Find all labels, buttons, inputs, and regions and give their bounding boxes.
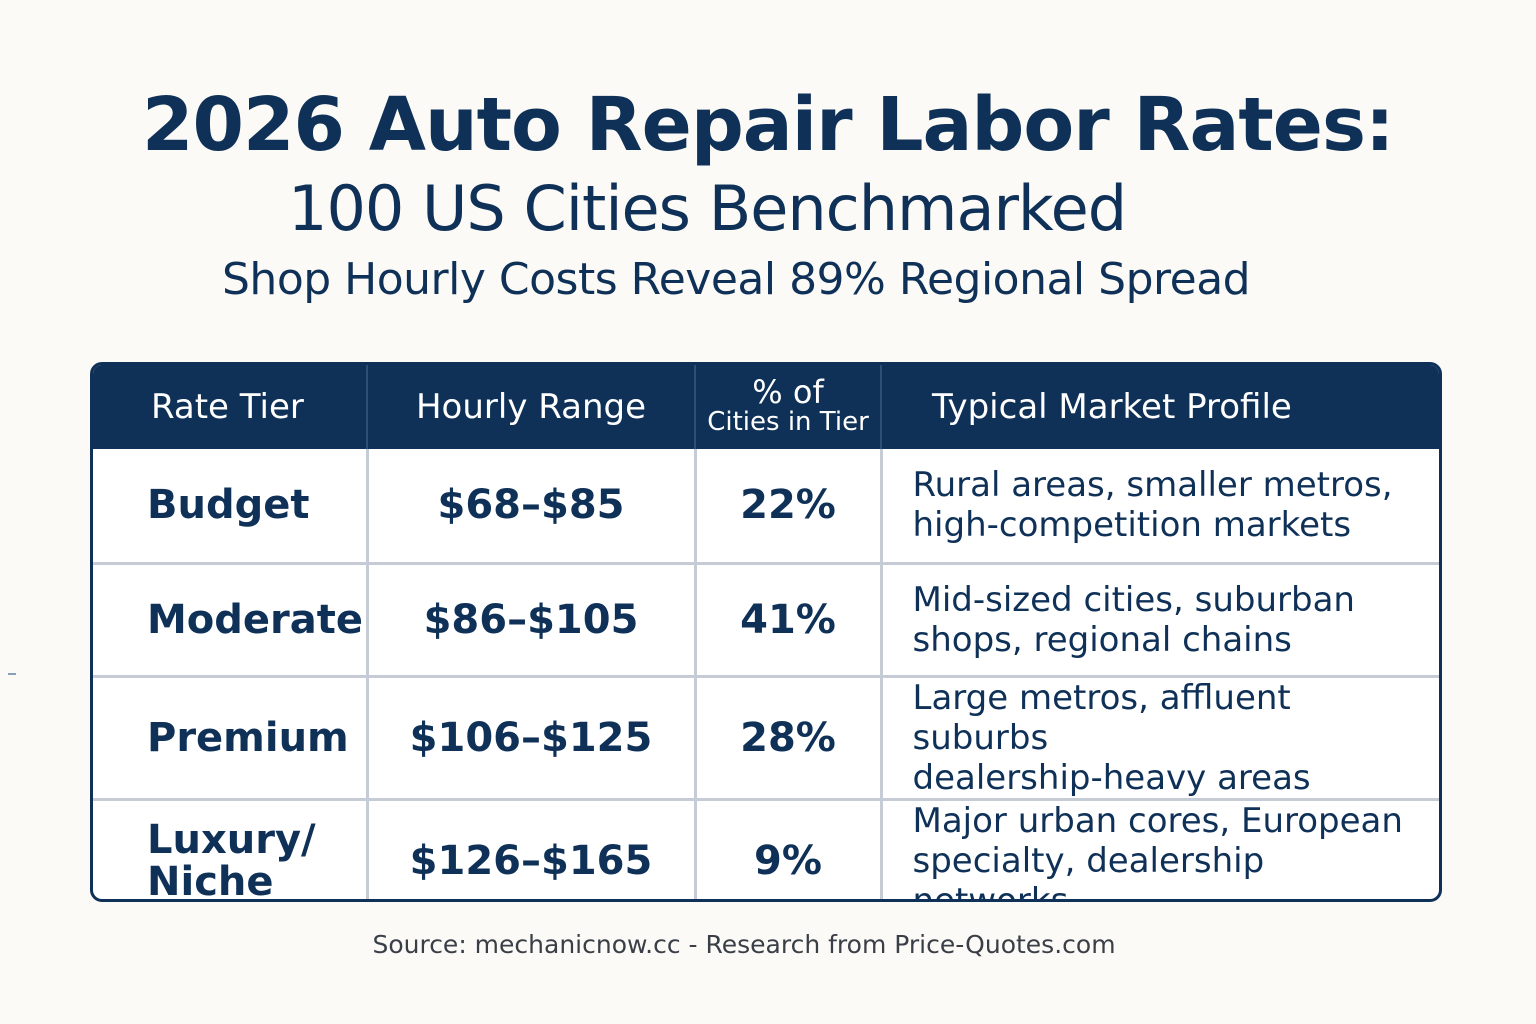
column-header-hourly-range: Hourly Range [367, 365, 696, 449]
column-header-percent-cities: % of Cities in Tier [695, 365, 882, 449]
profile-line: shops, regional chains [912, 619, 1292, 660]
profile-line: specialty, dealership networks [912, 840, 1265, 902]
range-cell: $126–$165 [367, 799, 697, 899]
profile-line: Large metros, affluent suburbs [912, 677, 1291, 758]
percent-cell: 9% [695, 799, 883, 899]
percent-cell: 28% [695, 676, 883, 801]
profile-cell: Mid-sized cities, suburban shops, region… [881, 563, 1439, 678]
profile-cell: Rural areas, smaller metros, high-compet… [881, 449, 1439, 565]
profile-line: high-competition markets [912, 505, 1352, 546]
profile-line: Mid-sized cities, suburban [912, 579, 1355, 620]
labor-rates-table: Rate Tier Hourly Range % of Cities in Ti… [90, 362, 1442, 902]
edge-mark [8, 673, 16, 675]
tier-line: Niche [147, 858, 274, 902]
tier-cell: Premium [93, 676, 369, 801]
profile-line: dealership-heavy areas [912, 757, 1311, 798]
column-header-market-profile: Typical Market Profile [881, 365, 1439, 449]
table-row-luxury-niche: Luxury/ Niche $126–$165 9% Major urban c… [93, 799, 1439, 902]
profile-line: Rural areas, smaller metros, [912, 465, 1393, 506]
page-subtitle: 100 US Cities Benchmarked [288, 172, 1127, 245]
profile-cell: Large metros, affluent suburbs dealershi… [881, 676, 1439, 801]
table-row-moderate: Moderate $86–$105 41% Mid-sized cities, … [93, 563, 1439, 678]
page-title: 2026 Auto Repair Labor Rates: [142, 82, 1395, 168]
range-cell: $68–$85 [367, 449, 697, 565]
percent-cell: 22% [695, 449, 883, 565]
column-header-percent-line1: % of [752, 373, 824, 411]
page-tagline: Shop Hourly Costs Reveal 89% Regional Sp… [222, 254, 1251, 305]
percent-cell: 41% [695, 563, 883, 678]
table-row-budget: Budget $68–$85 22% Rural areas, smaller … [93, 449, 1439, 565]
range-cell: $106–$125 [367, 676, 697, 801]
column-header-rate-tier: Rate Tier [93, 365, 368, 449]
tier-cell: Luxury/ Niche [93, 799, 369, 902]
table-header-row: Rate Tier Hourly Range % of Cities in Ti… [93, 365, 1439, 449]
profile-cell: Major urban cores, European specialty, d… [881, 799, 1439, 902]
profile-line: Major urban cores, European [912, 800, 1403, 841]
column-header-percent-line2: Cities in Tier [707, 407, 869, 437]
source-credit: Source: mechanicnow.cc - Research from P… [372, 930, 1116, 959]
tier-line: Luxury/ [147, 816, 316, 863]
range-cell: $86–$105 [367, 563, 697, 678]
tier-cell: Budget [93, 449, 369, 565]
table-row-premium: Premium $106–$125 28% Large metros, affl… [93, 676, 1439, 801]
tier-cell: Moderate [93, 563, 369, 678]
